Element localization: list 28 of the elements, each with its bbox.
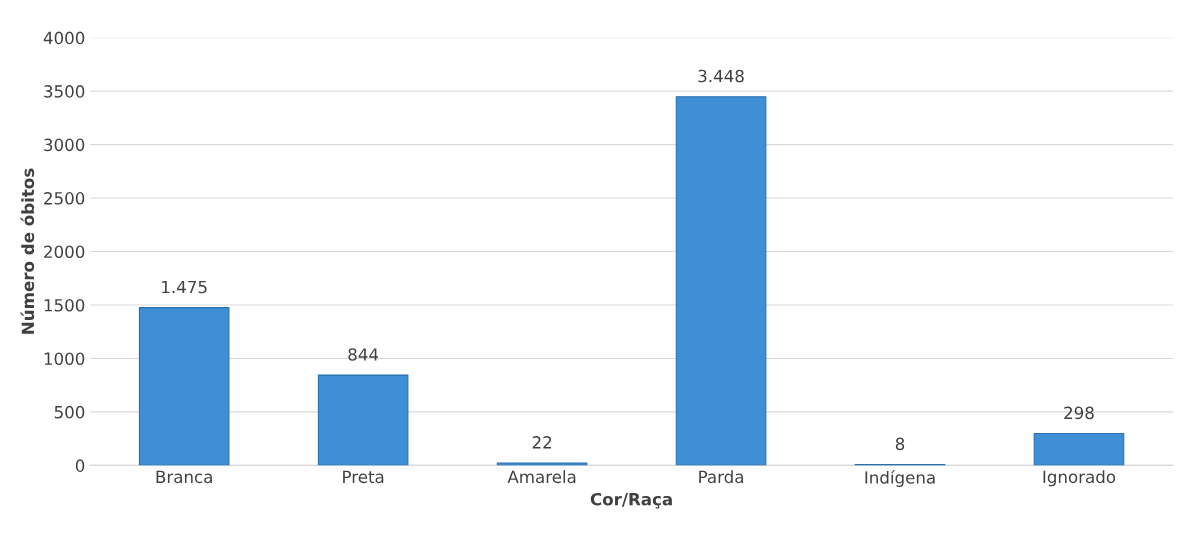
data-label: 8: [895, 437, 905, 451]
data-label: 1.475: [162, 280, 207, 294]
bar: [675, 96, 767, 466]
x-tick-label: Parda: [699, 470, 743, 484]
y-tick-label: 3500: [44, 85, 85, 98]
data-label: 298: [1064, 406, 1094, 420]
x-tick-label: Ignorado: [1043, 470, 1116, 487]
y-tick-label: 3000: [44, 138, 85, 152]
y-tick-label: 0: [75, 459, 85, 472]
x-tick-label: Preta: [343, 470, 384, 484]
y-axis-title: Número de óbitos: [20, 168, 35, 334]
x-axis-title: Cor/Raça: [590, 492, 672, 509]
data-label: 844: [348, 348, 379, 361]
y-tick-label: 1000: [44, 352, 85, 366]
data-label: 22: [532, 436, 552, 449]
data-label: 3.448: [698, 69, 744, 83]
y-tick-label: 1500: [44, 298, 85, 312]
y-tick-label: 500: [54, 405, 85, 419]
y-tick-label: 2000: [44, 245, 85, 259]
y-tick-label: 4000: [43, 31, 85, 45]
bar: [1033, 432, 1125, 466]
y-tick-label: 2500: [44, 192, 85, 205]
bar: [138, 307, 230, 466]
x-tick-label: Indígena: [865, 470, 935, 488]
bar: [317, 374, 409, 466]
x-tick-label: Branca: [156, 470, 212, 484]
bar: [496, 462, 588, 466]
x-tick-label: Amarela: [507, 470, 576, 484]
